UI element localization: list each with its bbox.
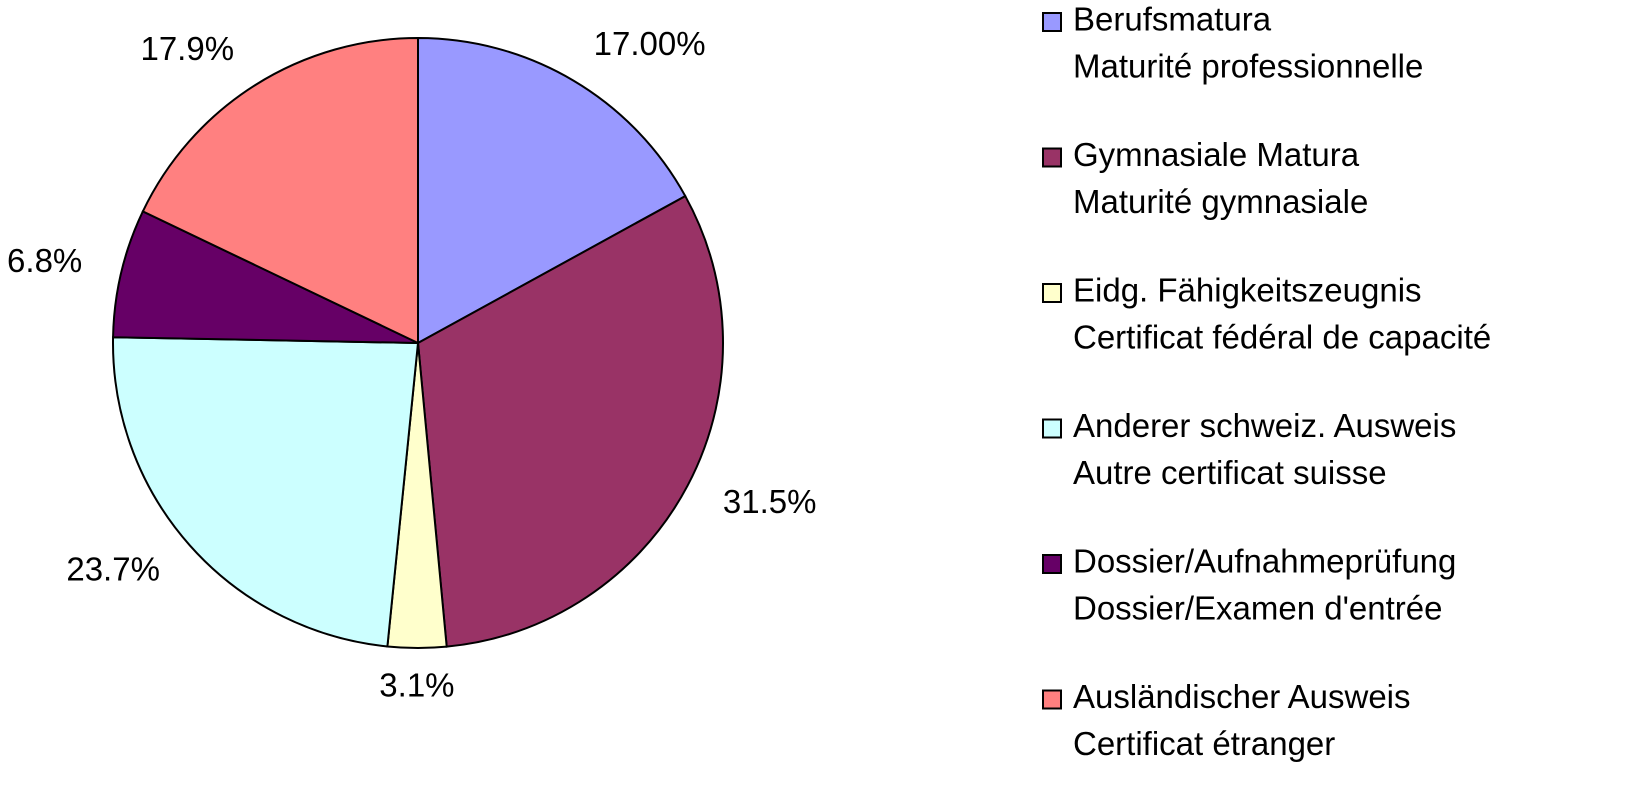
pie-slice xyxy=(112,210,419,344)
pie-slice xyxy=(141,36,419,345)
data-label: 23.7% xyxy=(66,551,160,588)
legend-swatch xyxy=(1042,554,1062,574)
legend-label: Certificat fédéral de capacité xyxy=(1073,319,1491,356)
legend-label: Dossier/Examen d'entrée xyxy=(1073,590,1442,627)
legend-swatch xyxy=(1042,689,1062,710)
legend-label: Autre certificat suisse xyxy=(1073,454,1387,491)
data-label: 17.9% xyxy=(140,30,234,67)
legend-swatch xyxy=(1042,147,1062,168)
legend-label: Maturité professionnelle xyxy=(1073,48,1423,85)
pie-slice xyxy=(416,194,724,648)
legend-label: Berufsmatura xyxy=(1073,1,1272,38)
data-label: 31.5% xyxy=(723,483,817,520)
data-label: 17.00% xyxy=(594,25,706,62)
legend-label: Certificat étranger xyxy=(1073,725,1335,762)
legend-label: Ausländischer Ausweis xyxy=(1073,678,1411,715)
data-label: 6.8% xyxy=(7,242,82,279)
legend-label: Dossier/Aufnahmeprüfung xyxy=(1073,543,1456,580)
legend-swatch xyxy=(1042,12,1062,32)
legend-swatch xyxy=(1042,283,1062,303)
legend-label: Anderer schweiz. Ausweis xyxy=(1073,407,1456,444)
pie-slice xyxy=(417,36,687,345)
legend-label: Eidg. Fähigkeitszeugnis xyxy=(1073,272,1422,309)
legend-swatch xyxy=(1042,418,1062,439)
data-label: 3.1% xyxy=(379,667,454,704)
legend-label: Gymnasiale Matura xyxy=(1073,136,1360,173)
pie-slice xyxy=(112,336,420,648)
legend-label: Maturité gymnasiale xyxy=(1073,183,1368,220)
